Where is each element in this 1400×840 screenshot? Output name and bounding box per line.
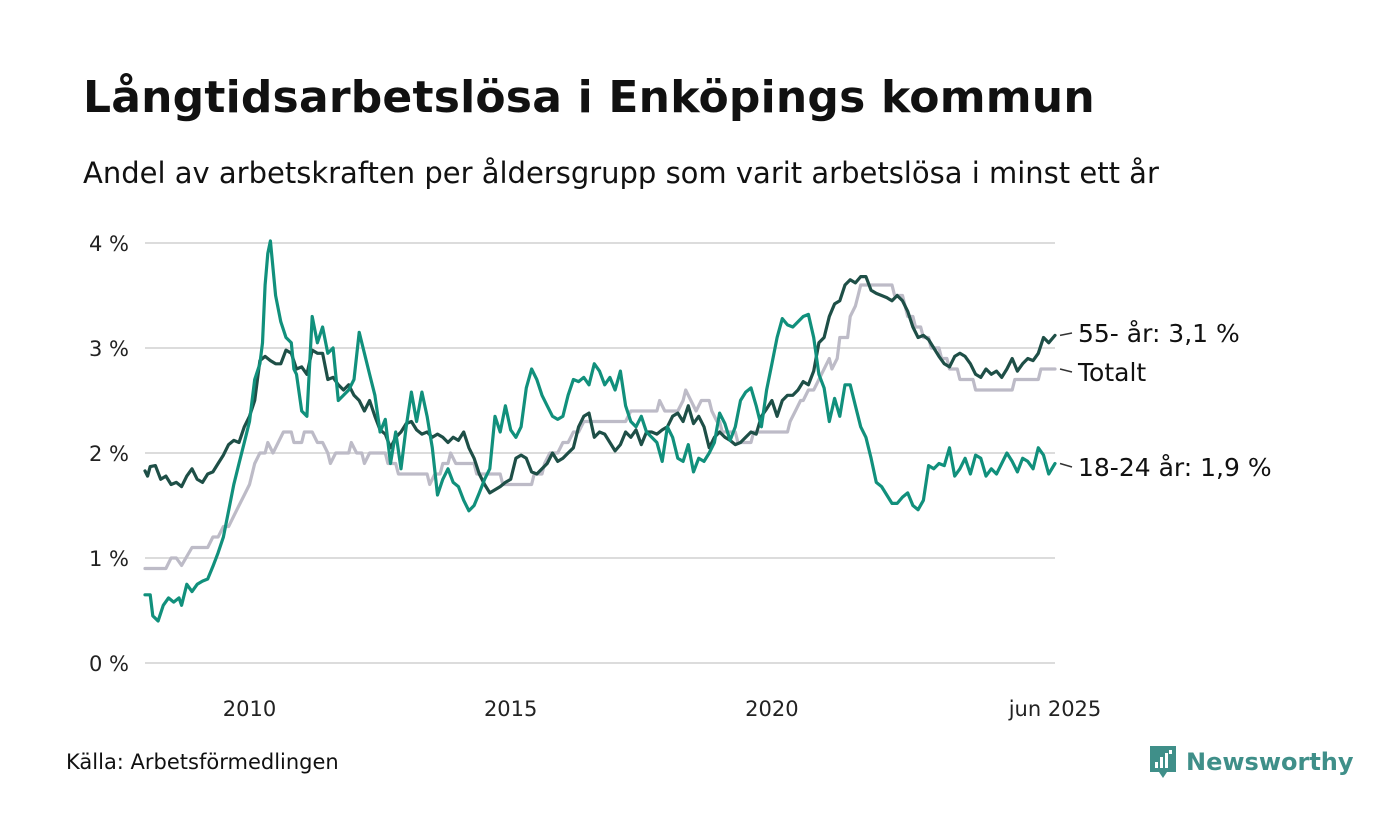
newsworthy-logo-icon [1150,746,1176,778]
y-tick-label: 1 % [89,547,129,571]
source-note: Källa: Arbetsförmedlingen [66,750,339,774]
series-end-label: Totalt [1077,358,1146,387]
end-label-connector [1059,368,1073,373]
y-axis-labels: 0 % 1 % 2 % 3 % 4 % [89,232,129,676]
end-label-connector [1059,332,1073,337]
gridlines [145,242,1055,664]
y-tick-label: 0 % [89,652,129,676]
x-tick-label: 2015 [484,697,537,721]
series-end-label: 55- år: 3,1 % [1078,319,1240,348]
end-label-connector [1059,462,1073,468]
x-axis-labels: 2010 2015 2020 jun 2025 [223,697,1102,721]
brand-name: Newsworthy [1186,748,1354,776]
brand-logo[interactable]: Newsworthy [1148,744,1354,780]
series-lines [143,239,1057,623]
series-line-2 [143,239,1057,623]
x-tick-label: jun 2025 [1008,697,1102,721]
chart-title: Långtidsarbetslösa i Enköpings kommun [83,72,1095,123]
x-tick-label: 2010 [223,697,276,721]
y-tick-label: 2 % [89,442,129,466]
y-tick-label: 3 % [89,337,129,361]
y-tick-label: 4 % [89,232,129,256]
series-end-labels: Totalt 55- år: 3,1 % 18-24 år: 1,9 % [1059,319,1272,482]
x-tick-label: 2020 [745,697,798,721]
series-end-label: 18-24 år: 1,9 % [1078,453,1272,482]
chart-subtitle: Andel av arbetskraften per åldersgrupp s… [83,156,1159,190]
series-line-1 [143,275,1057,495]
